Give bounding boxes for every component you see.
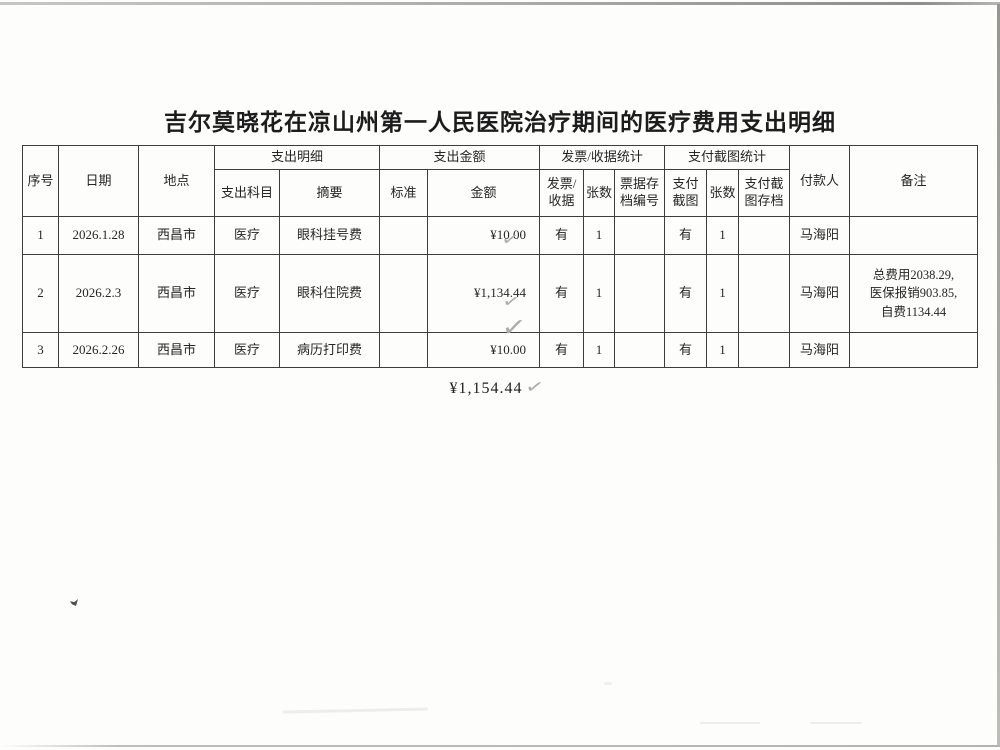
- col-header-invoice: 发票/ 收据: [539, 169, 585, 217]
- scan-edge-top: [0, 2, 1000, 5]
- scan-smudge: [700, 722, 760, 724]
- payer-cell: 马海阳: [789, 332, 851, 368]
- location-cell: 西昌市: [138, 332, 215, 368]
- invoice-count-cell: 1: [583, 216, 616, 255]
- payer-cell: 马海阳: [789, 254, 851, 333]
- col-header-payment-archive: 支付截 图存档: [738, 169, 791, 217]
- date-cell: 2026.1.28: [58, 216, 139, 255]
- location-cell: 西昌市: [138, 254, 215, 333]
- payer-cell: 马海阳: [789, 216, 851, 255]
- grand-total: ¥1,154.44: [449, 380, 523, 397]
- standard-cell: [379, 216, 429, 255]
- category-cell: 医疗: [214, 254, 280, 333]
- scan-edge-right: [997, 4, 1000, 746]
- col-header-payment-group: 支付截图统计: [664, 145, 791, 170]
- col-header-amount-group: 支出金额: [379, 145, 541, 170]
- seq-cell: 1: [22, 216, 59, 255]
- standard-cell: [379, 332, 429, 368]
- invoice-archive-cell: [614, 216, 666, 255]
- col-header-payer: 付款人: [789, 145, 851, 217]
- header-sub-row: 支出科目 摘要 标准 金额 发票/ 收据 张数 票据存 档编号 支付 截图 张数…: [23, 169, 978, 217]
- payment-archive-cell: [738, 254, 791, 333]
- checkmark-annotation: ✓: [500, 312, 528, 344]
- invoice-cell: 有: [539, 216, 585, 255]
- category-cell: 医疗: [214, 332, 280, 368]
- seq-cell: 2: [22, 254, 59, 333]
- document-title: 吉尔莫晓花在凉山州第一人民医院治疗期间的医疗费用支出明细: [164, 110, 836, 135]
- col-header-amount: 金额: [427, 169, 541, 217]
- col-header-payment-count: 张数: [706, 169, 740, 217]
- summary-cell: 眼科住院费: [278, 254, 381, 333]
- notes-cell: [849, 216, 979, 255]
- invoice-count-cell: 1: [583, 332, 616, 368]
- scan-smudge: [282, 707, 429, 714]
- amount-cell: ¥10.00: [427, 332, 541, 368]
- notes-cell: 总费用2038.29, 医保报销903.85, 自费1134.44: [849, 254, 979, 333]
- ink-speck: [70, 599, 78, 606]
- col-header-invoice-archive-no: 票据存 档编号: [614, 169, 666, 217]
- payment-archive-cell: [738, 332, 791, 368]
- payment-cell: 有: [664, 216, 708, 255]
- payment-count-cell: 1: [706, 216, 740, 255]
- payment-archive-cell: [738, 216, 791, 255]
- amount-cell: ¥10.00: [427, 216, 541, 255]
- checkmark-annotation: ✓: [500, 290, 522, 314]
- checkmark-annotation: ✓: [523, 375, 546, 400]
- col-header-notes: 备注: [849, 145, 979, 217]
- payment-cell: 有: [664, 332, 708, 368]
- notes-cell: [849, 332, 979, 368]
- standard-cell: [379, 254, 429, 333]
- date-cell: 2026.2.26: [58, 332, 139, 368]
- header-group-row: 序号 日期 地点 支出明细 支出金额 发票/收据统计 支付截图统计 付款人 备注: [22, 145, 979, 217]
- col-header-invoice-group: 发票/收据统计: [539, 145, 666, 170]
- seq-cell: 3: [22, 332, 59, 368]
- summary-cell: 病历打印费: [278, 332, 381, 368]
- col-header-expense-detail-group: 支出明细: [213, 145, 381, 170]
- date-cell: 2026.2.3: [58, 254, 139, 333]
- table-row: 2 2026.2.3 西昌市 医疗 眼科住院费 ¥1,134.44 有 1 有 …: [22, 254, 979, 333]
- scan-edge-bottom: [0, 745, 1000, 747]
- payment-count-cell: 1: [706, 332, 740, 368]
- col-header-seq: 序号: [22, 145, 59, 217]
- checkmark-annotation: ✓: [499, 228, 521, 252]
- summary-cell: 眼科挂号费: [278, 216, 381, 255]
- col-header-payment-screenshot: 支付 截图: [664, 169, 708, 217]
- invoice-cell: 有: [539, 332, 585, 368]
- expense-table: 序号 日期 地点 支出明细 支出金额 发票/收据统计 支付截图统计 付款人 备注…: [22, 145, 979, 368]
- col-header-summary: 摘要: [278, 169, 381, 217]
- category-cell: 医疗: [214, 216, 280, 255]
- payment-count-cell: 1: [706, 254, 740, 333]
- col-header-date: 日期: [58, 145, 139, 217]
- invoice-count-cell: 1: [583, 254, 616, 333]
- payment-cell: 有: [664, 254, 708, 333]
- invoice-archive-cell: [614, 332, 666, 368]
- table-row: 3 2026.2.26 西昌市 医疗 病历打印费 ¥10.00 有 1 有 1 …: [22, 332, 979, 368]
- scan-smudge: [810, 722, 862, 724]
- col-header-standard: 标准: [379, 169, 429, 217]
- col-header-location: 地点: [138, 145, 215, 217]
- scan-smudge: [604, 682, 612, 685]
- table-row: 1 2026.1.28 西昌市 医疗 眼科挂号费 ¥10.00 有 1 有 1 …: [22, 216, 979, 255]
- location-cell: 西昌市: [138, 216, 215, 255]
- invoice-cell: 有: [539, 254, 585, 333]
- invoice-archive-cell: [614, 254, 666, 333]
- col-header-expense-category: 支出科目: [214, 169, 280, 217]
- col-header-invoice-count: 张数: [583, 169, 616, 217]
